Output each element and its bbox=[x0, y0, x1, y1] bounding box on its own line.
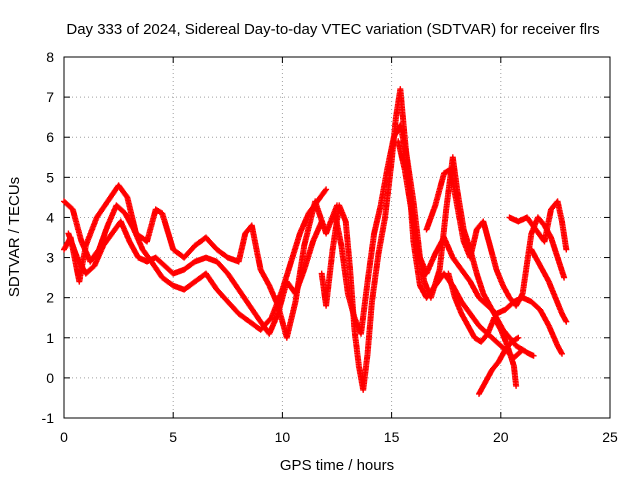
x-tick-label: 10 bbox=[275, 429, 291, 445]
chart-title: Day 333 of 2024, Sidereal Day-to-day VTE… bbox=[66, 21, 599, 38]
series-track-9 bbox=[476, 334, 522, 397]
x-tick-label: 5 bbox=[169, 429, 177, 445]
x-axis: 0 5 10 15 20 25 bbox=[60, 57, 618, 445]
y-tick-label: 7 bbox=[46, 89, 54, 105]
series-track-2 bbox=[65, 218, 325, 337]
series-markers bbox=[476, 334, 522, 397]
series-markers bbox=[528, 246, 570, 325]
series-track-3 bbox=[61, 182, 340, 341]
y-axis: -1 0 1 2 3 4 5 6 7 8 bbox=[42, 49, 610, 426]
x-axis-label: GPS time / hours bbox=[280, 457, 394, 474]
x-tick-label: 15 bbox=[384, 429, 400, 445]
y-tick-label: -1 bbox=[42, 410, 55, 426]
x-tick-label: 0 bbox=[60, 429, 68, 445]
series-markers bbox=[61, 182, 340, 341]
y-axis-label: SDTVAR / TECUs bbox=[6, 177, 23, 297]
data-series bbox=[61, 86, 570, 397]
y-tick-label: 2 bbox=[46, 290, 54, 306]
series-markers bbox=[506, 198, 570, 253]
series-track-4 bbox=[318, 86, 526, 393]
y-tick-label: 4 bbox=[46, 209, 54, 225]
series-markers bbox=[65, 218, 325, 337]
y-tick-label: 1 bbox=[46, 330, 54, 346]
y-tick-label: 0 bbox=[46, 370, 54, 386]
plot-frame bbox=[63, 56, 611, 419]
series-markers bbox=[318, 86, 526, 393]
y-tick-label: 8 bbox=[46, 49, 54, 65]
x-tick-label: 20 bbox=[493, 429, 509, 445]
x-tick-label: 25 bbox=[602, 429, 618, 445]
y-tick-label: 6 bbox=[46, 129, 54, 145]
series-track-11 bbox=[528, 246, 570, 325]
series-track-10 bbox=[506, 198, 570, 253]
y-tick-label: 3 bbox=[46, 250, 54, 266]
y-tick-label: 5 bbox=[46, 169, 54, 185]
